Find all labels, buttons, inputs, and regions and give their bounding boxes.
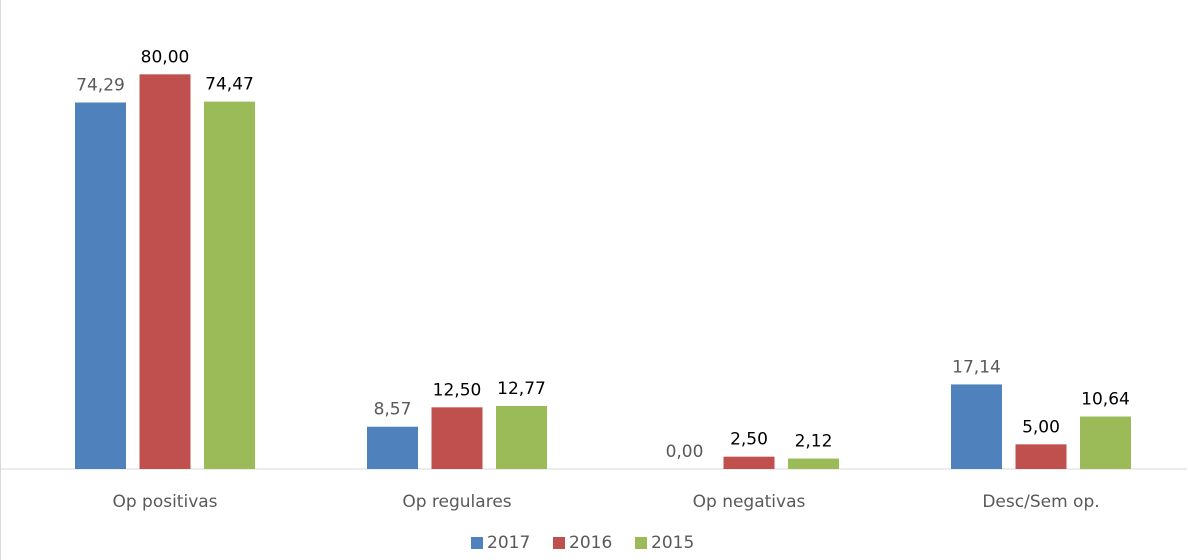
x-tick-label: Op positivas	[112, 492, 217, 512]
value-label: 12,77	[497, 379, 546, 399]
value-label: 2,50	[730, 430, 768, 450]
value-label: 74,29	[76, 76, 125, 96]
legend-swatch	[635, 537, 647, 549]
legend-swatch	[553, 537, 565, 549]
value-label: 2,12	[795, 432, 833, 452]
bar	[1015, 444, 1067, 469]
value-label: 5,00	[1022, 417, 1060, 437]
value-label: 12,50	[433, 380, 482, 400]
bar	[431, 407, 483, 469]
x-tick-label: Op negativas	[693, 492, 806, 512]
bar	[496, 406, 547, 469]
value-label: 8,57	[374, 400, 412, 420]
bar	[367, 426, 418, 469]
legend-label: 2017	[487, 533, 530, 553]
bar	[139, 74, 191, 469]
legend-label: 2015	[651, 533, 694, 553]
bar	[204, 101, 255, 469]
bar	[723, 456, 775, 469]
bar	[951, 384, 1002, 469]
value-label: 0,00	[666, 442, 704, 462]
legend-label: 2016	[569, 533, 612, 553]
value-label: 17,14	[952, 357, 1001, 377]
legend-swatch	[471, 537, 483, 549]
x-tick-label: Op regulares	[402, 492, 511, 512]
value-label: 10,64	[1081, 390, 1130, 410]
bar	[788, 458, 839, 469]
value-label: 80,00	[141, 47, 190, 67]
bar	[1080, 416, 1131, 469]
value-label: 74,47	[205, 75, 254, 95]
x-tick-label: Desc/Sem op.	[982, 492, 1099, 512]
bar	[75, 102, 126, 469]
